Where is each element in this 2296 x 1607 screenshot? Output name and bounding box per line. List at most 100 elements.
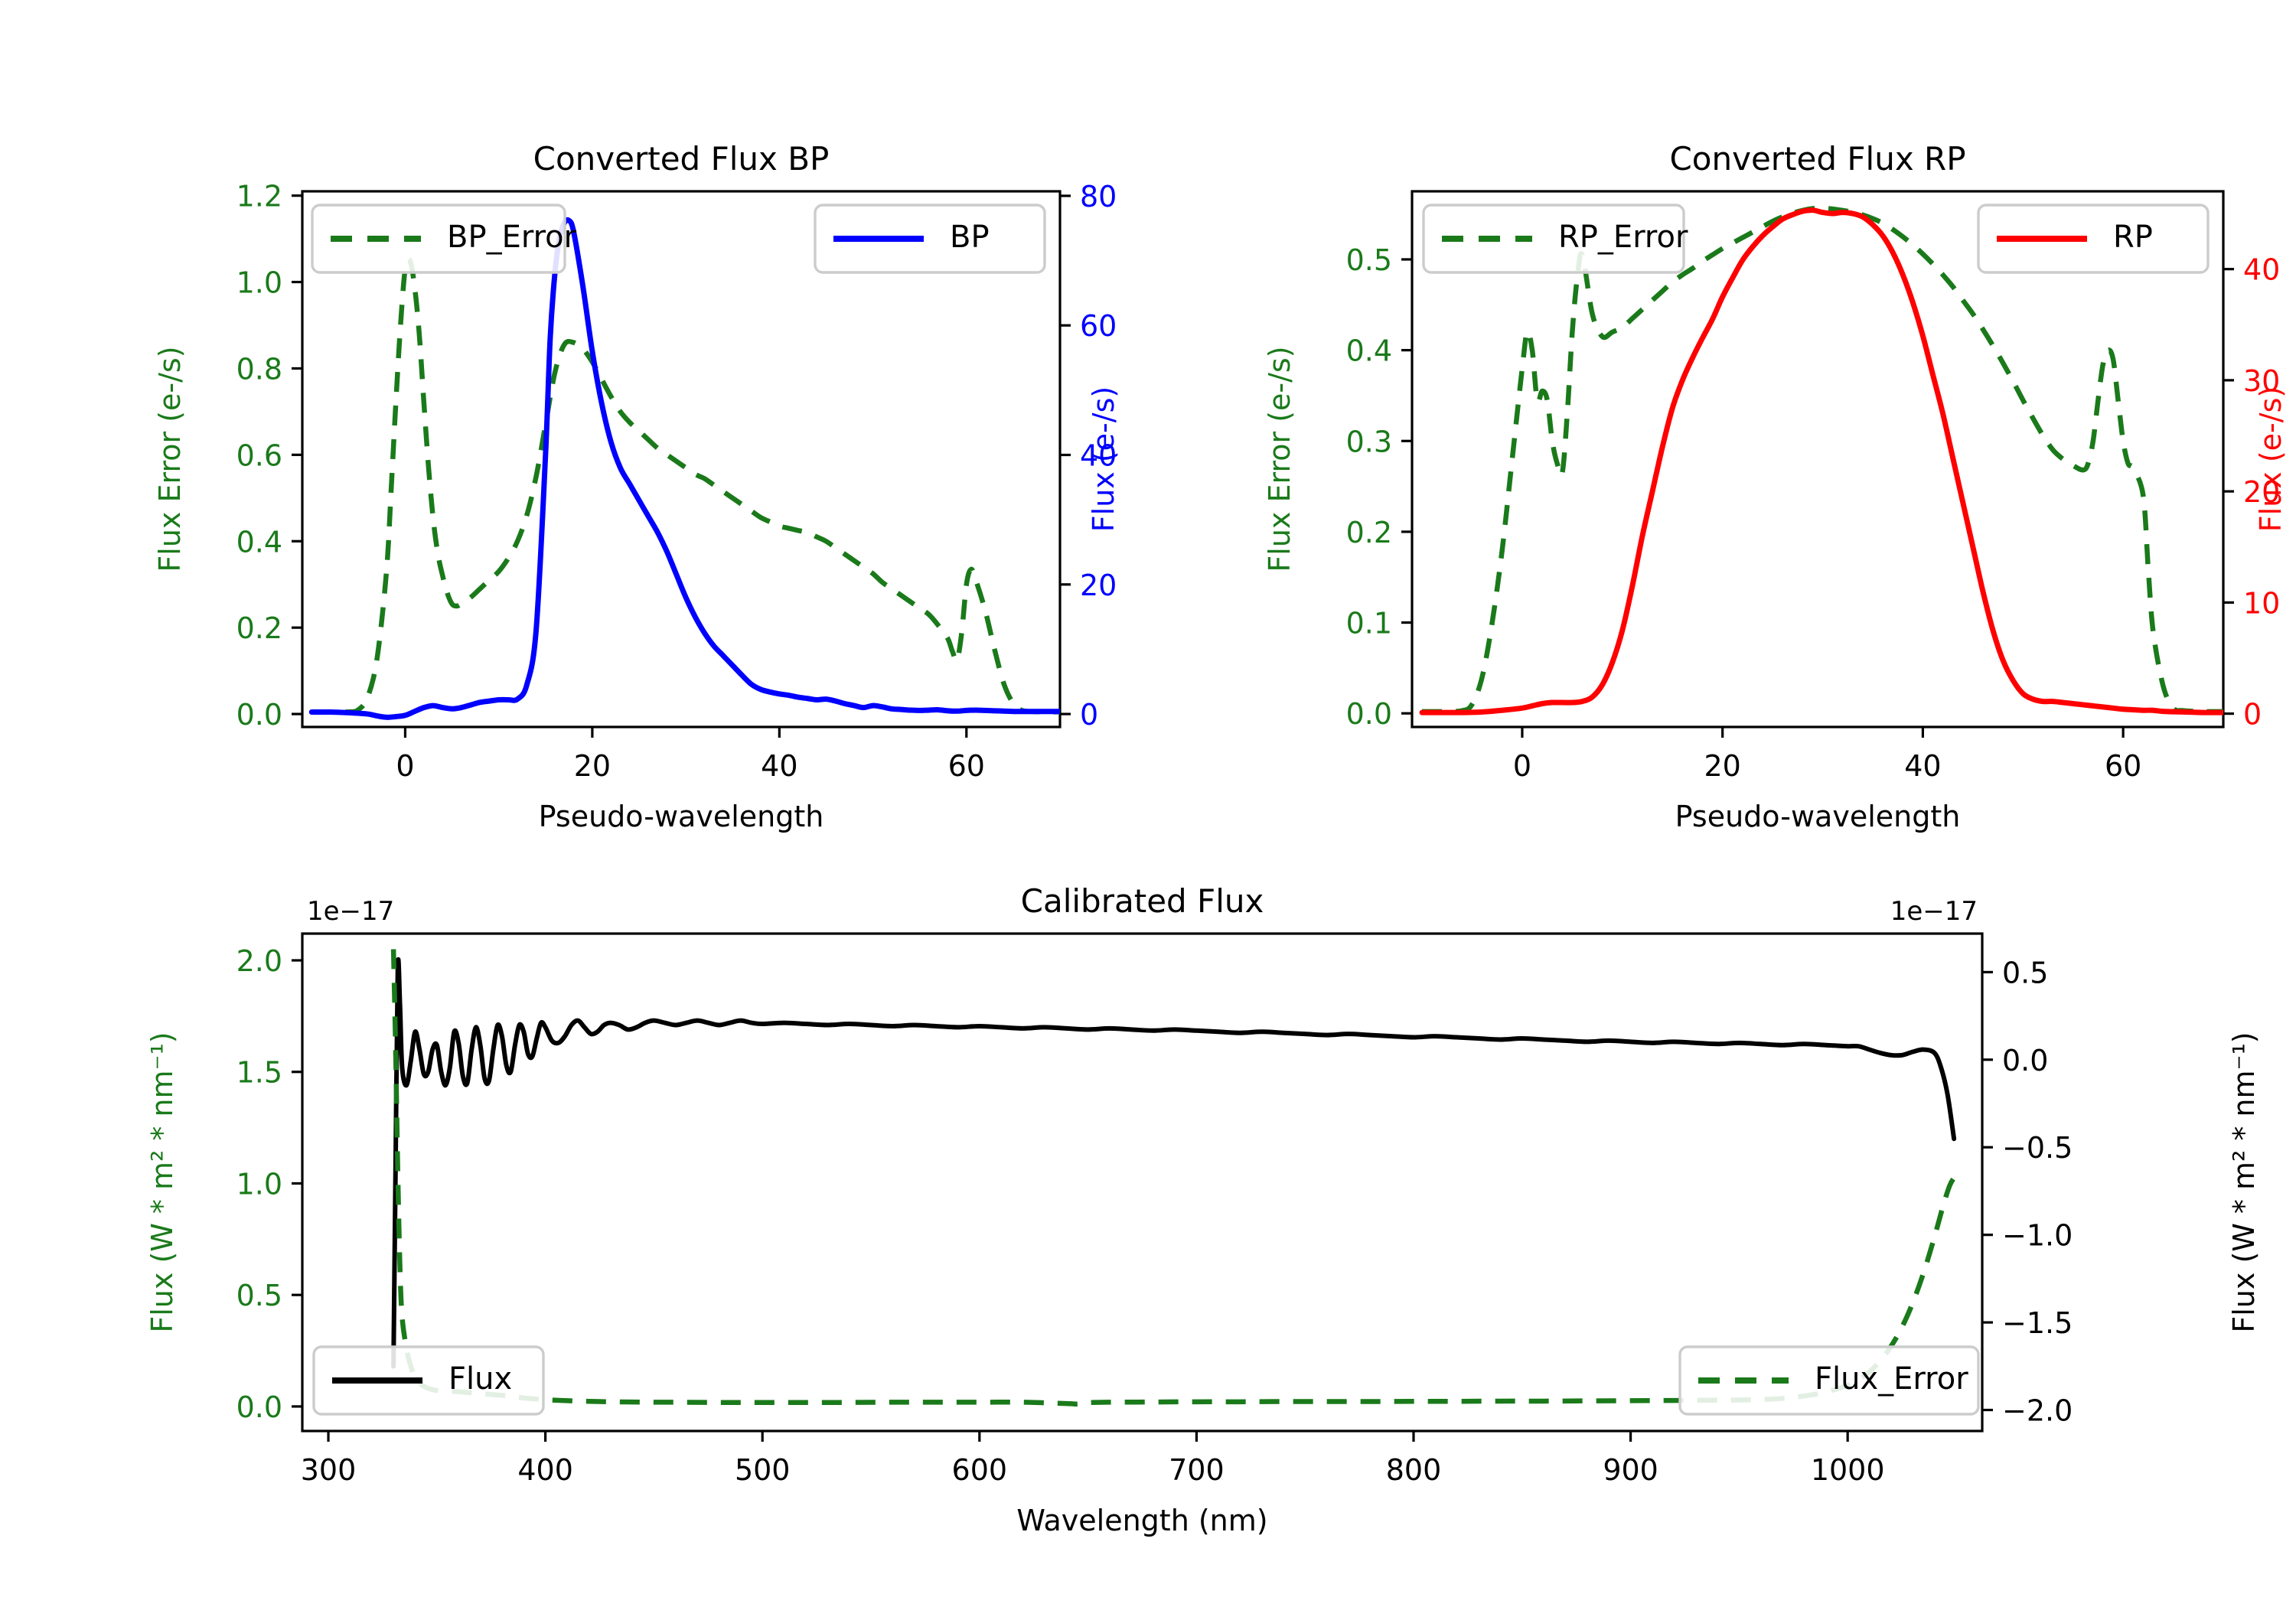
x-tick-label: 40 bbox=[1904, 749, 1941, 783]
axes-frame bbox=[301, 190, 1062, 729]
bp-chart: Converted Flux BP 0 20 40 60 Pseudo-wavelengt… bbox=[153, 140, 1120, 833]
legend-box bbox=[1678, 1345, 1980, 1416]
x-tick-label: 0 bbox=[396, 749, 414, 783]
series-group bbox=[390, 949, 1957, 1407]
legend-label: BP_Error bbox=[447, 220, 577, 255]
y-tick-label-left: 0.0 bbox=[1346, 697, 1392, 731]
y-tick-label-left: 1.5 bbox=[236, 1056, 282, 1090]
legend-box bbox=[814, 204, 1046, 274]
x-tick-label: 300 bbox=[301, 1453, 357, 1487]
y-tick-label-left: 0.0 bbox=[236, 698, 282, 732]
legend-flux_error[interactable]: Flux_Error bbox=[1678, 1345, 1980, 1416]
y-tick-label-right: 40 bbox=[1080, 438, 1117, 472]
y-tick-label-left: 2.0 bbox=[236, 944, 282, 978]
legend-box bbox=[1977, 204, 2210, 274]
series-line-bp bbox=[308, 217, 1060, 720]
y-tick-label-right: −1.0 bbox=[2002, 1219, 2073, 1253]
x-tick-label: 800 bbox=[1386, 1453, 1442, 1487]
y-tick-label-right: 20 bbox=[1080, 569, 1117, 602]
y-tick-label-right: 80 bbox=[1080, 180, 1117, 214]
x-tick-label: 0 bbox=[1513, 749, 1531, 783]
y-tick-label-left: 0.1 bbox=[1346, 607, 1392, 641]
panel-converted-flux-rp: Converted Flux RP 0 20 40 60 Pseudo-wavelengt… bbox=[1148, 0, 2296, 833]
x-tick-label: 700 bbox=[1169, 1453, 1225, 1487]
series-line-bp_error bbox=[311, 256, 1060, 715]
series-line-rp bbox=[1419, 207, 2223, 715]
y-tick-label-left: 0.2 bbox=[1346, 516, 1392, 549]
series-line-flux bbox=[391, 957, 1957, 1369]
y-tick-label-left: 0.4 bbox=[236, 525, 282, 559]
legend-box bbox=[1422, 204, 1685, 274]
y-tick-label-right: −0.5 bbox=[2002, 1131, 2073, 1165]
x-axis-label: Pseudo-wavelength bbox=[539, 800, 824, 833]
legend-rp[interactable]: RP bbox=[1977, 204, 2210, 274]
x-tick-label: 20 bbox=[1704, 749, 1740, 783]
y-tick-label-right: 40 bbox=[2243, 253, 2280, 287]
legend-box bbox=[312, 1345, 545, 1416]
calibrated-chart: Calibrated Flux 300 400 500 600 700 800 900 1000… bbox=[145, 882, 2261, 1537]
x-axis-label: Pseudo-wavelength bbox=[1675, 800, 1961, 833]
chart-title: Converted Flux RP bbox=[1669, 140, 1965, 178]
chart-title: Converted Flux BP bbox=[533, 140, 830, 178]
y-axis-label-left: Flux Error (e-/s) bbox=[1263, 346, 1296, 572]
y-tick-label-left: 0.2 bbox=[236, 611, 282, 645]
legend-label: BP bbox=[950, 220, 990, 255]
x-tick-label: 1000 bbox=[1811, 1453, 1885, 1487]
y-offset-label-left: 1e−17 bbox=[307, 896, 394, 927]
legend-box bbox=[311, 204, 566, 274]
panel-calibrated-flux: Calibrated Flux 300 400 500 600 700 800 900 1000… bbox=[0, 826, 2296, 1607]
legend-label: Flux_Error bbox=[1815, 1361, 1968, 1397]
legend-bp[interactable]: BP bbox=[814, 204, 1046, 274]
y-tick-label-right: 0 bbox=[2243, 698, 2262, 732]
y-tick-label-left: 0.8 bbox=[236, 352, 282, 386]
y-offset-label-right: 1e−17 bbox=[1890, 896, 1978, 927]
y-tick-label-right: 0.0 bbox=[2002, 1044, 2048, 1077]
y-axis-label-right: Flux (W * m² * nm⁻¹) bbox=[2227, 1032, 2261, 1332]
y-axis-label-left: Flux (W * m² * nm⁻¹) bbox=[145, 1032, 179, 1332]
y-tick-label-right: 0.5 bbox=[2002, 956, 2048, 989]
x-tick-label: 60 bbox=[2105, 749, 2141, 783]
axes-frame bbox=[1411, 190, 2225, 729]
series-line-flux_error bbox=[390, 949, 1956, 1407]
legend-label: Flux bbox=[448, 1361, 512, 1397]
y-axis-label-right: Flux (e-/s) bbox=[1087, 386, 1120, 532]
x-tick-label: 900 bbox=[1603, 1453, 1658, 1487]
y-tick-label-right: −1.5 bbox=[2002, 1306, 2073, 1340]
x-tick-label: 600 bbox=[952, 1453, 1008, 1487]
y-tick-label-right: −2.0 bbox=[2002, 1394, 2073, 1428]
y-tick-label-left: 0.3 bbox=[1346, 425, 1392, 458]
x-tick-label: 20 bbox=[574, 749, 611, 783]
y-tick-label-right: 20 bbox=[2243, 475, 2280, 509]
y-tick-label-right: 30 bbox=[2243, 364, 2280, 398]
legend-flux[interactable]: Flux bbox=[312, 1345, 545, 1416]
y-tick-label-left: 1.2 bbox=[236, 180, 282, 214]
y-axis-label-right: Flux (e-/s) bbox=[2254, 386, 2288, 532]
y-tick-label-right: 0 bbox=[1080, 698, 1098, 732]
x-tick-label: 40 bbox=[761, 749, 797, 783]
x-axis-label: Wavelength (nm) bbox=[1016, 1504, 1267, 1537]
x-tick-label: 500 bbox=[735, 1453, 791, 1487]
y-tick-label-left: 0.0 bbox=[236, 1390, 282, 1424]
series-group bbox=[308, 217, 1060, 720]
x-tick-label: 400 bbox=[517, 1453, 573, 1487]
y-tick-label-left: 0.5 bbox=[236, 1279, 282, 1312]
legend-label: RP_Error bbox=[1558, 220, 1688, 255]
legend-bp_error[interactable]: BP_Error bbox=[311, 204, 577, 274]
legend-label: RP bbox=[2113, 220, 2153, 255]
rp-chart: Converted Flux RP 0 20 40 60 Pseudo-wavelengt… bbox=[1263, 140, 2288, 833]
y-tick-label-left: 0.6 bbox=[236, 438, 282, 472]
legend-rp_error[interactable]: RP_Error bbox=[1422, 204, 1688, 274]
y-tick-label-right: 10 bbox=[2243, 586, 2280, 620]
x-tick-label: 60 bbox=[948, 749, 985, 783]
series-line-rp_error bbox=[1422, 205, 2223, 715]
y-tick-label-left: 1.0 bbox=[236, 1167, 282, 1201]
series-group bbox=[1419, 205, 2223, 715]
y-tick-label-right: 60 bbox=[1080, 309, 1117, 343]
y-tick-label-left: 0.4 bbox=[1346, 334, 1392, 368]
y-axis-label-left: Flux Error (e-/s) bbox=[153, 346, 187, 572]
panel-converted-flux-bp: Converted Flux BP 0 20 40 60 Pseudo-wavelengt… bbox=[0, 0, 1148, 833]
y-tick-label-left: 0.5 bbox=[1346, 243, 1392, 277]
y-tick-label-left: 1.0 bbox=[236, 266, 282, 300]
chart-title: Calibrated Flux bbox=[1021, 882, 1264, 920]
